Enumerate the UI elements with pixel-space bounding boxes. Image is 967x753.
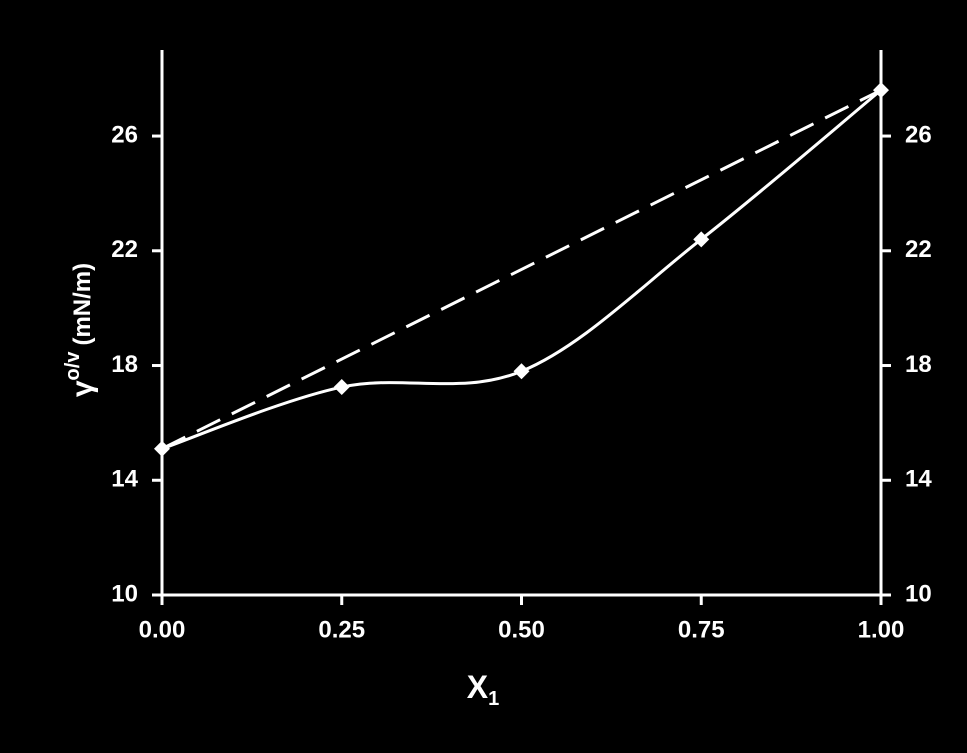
data-point <box>513 363 530 380</box>
y-tick-label: 14 <box>111 466 138 493</box>
x-label-subscript: 1 <box>488 688 499 710</box>
x-tick-label: 0.00 <box>139 616 186 643</box>
x-label-text: X <box>467 669 489 705</box>
y2-tick-label: 10 <box>905 580 932 607</box>
y2-tick-label: 22 <box>905 236 932 263</box>
series-line <box>161 89 882 451</box>
x-axis-label: X1 <box>467 669 499 710</box>
y-axis-label: γo/v (mN/m) <box>62 263 99 397</box>
y-tick-label: 18 <box>111 351 138 378</box>
y2-tick-label: 14 <box>905 466 932 493</box>
x-tick-label: 1.00 <box>858 616 905 643</box>
y-tick-label: 26 <box>111 121 138 148</box>
y2-tick-label: 26 <box>905 121 932 148</box>
data-point <box>333 379 350 396</box>
y-tick-label: 22 <box>111 236 138 263</box>
series-line <box>161 88 882 451</box>
y2-tick-label: 18 <box>905 351 932 378</box>
y-label-superscript: o/v <box>62 351 84 381</box>
data-point <box>693 231 710 248</box>
y-label-unit: (mN/m) <box>69 263 96 346</box>
y-tick-label: 10 <box>111 580 138 607</box>
y-label-symbol: γ <box>66 380 99 397</box>
x-tick-label: 0.25 <box>318 616 365 643</box>
x-tick-label: 0.50 <box>498 616 545 643</box>
x-tick-label: 0.75 <box>678 616 725 643</box>
